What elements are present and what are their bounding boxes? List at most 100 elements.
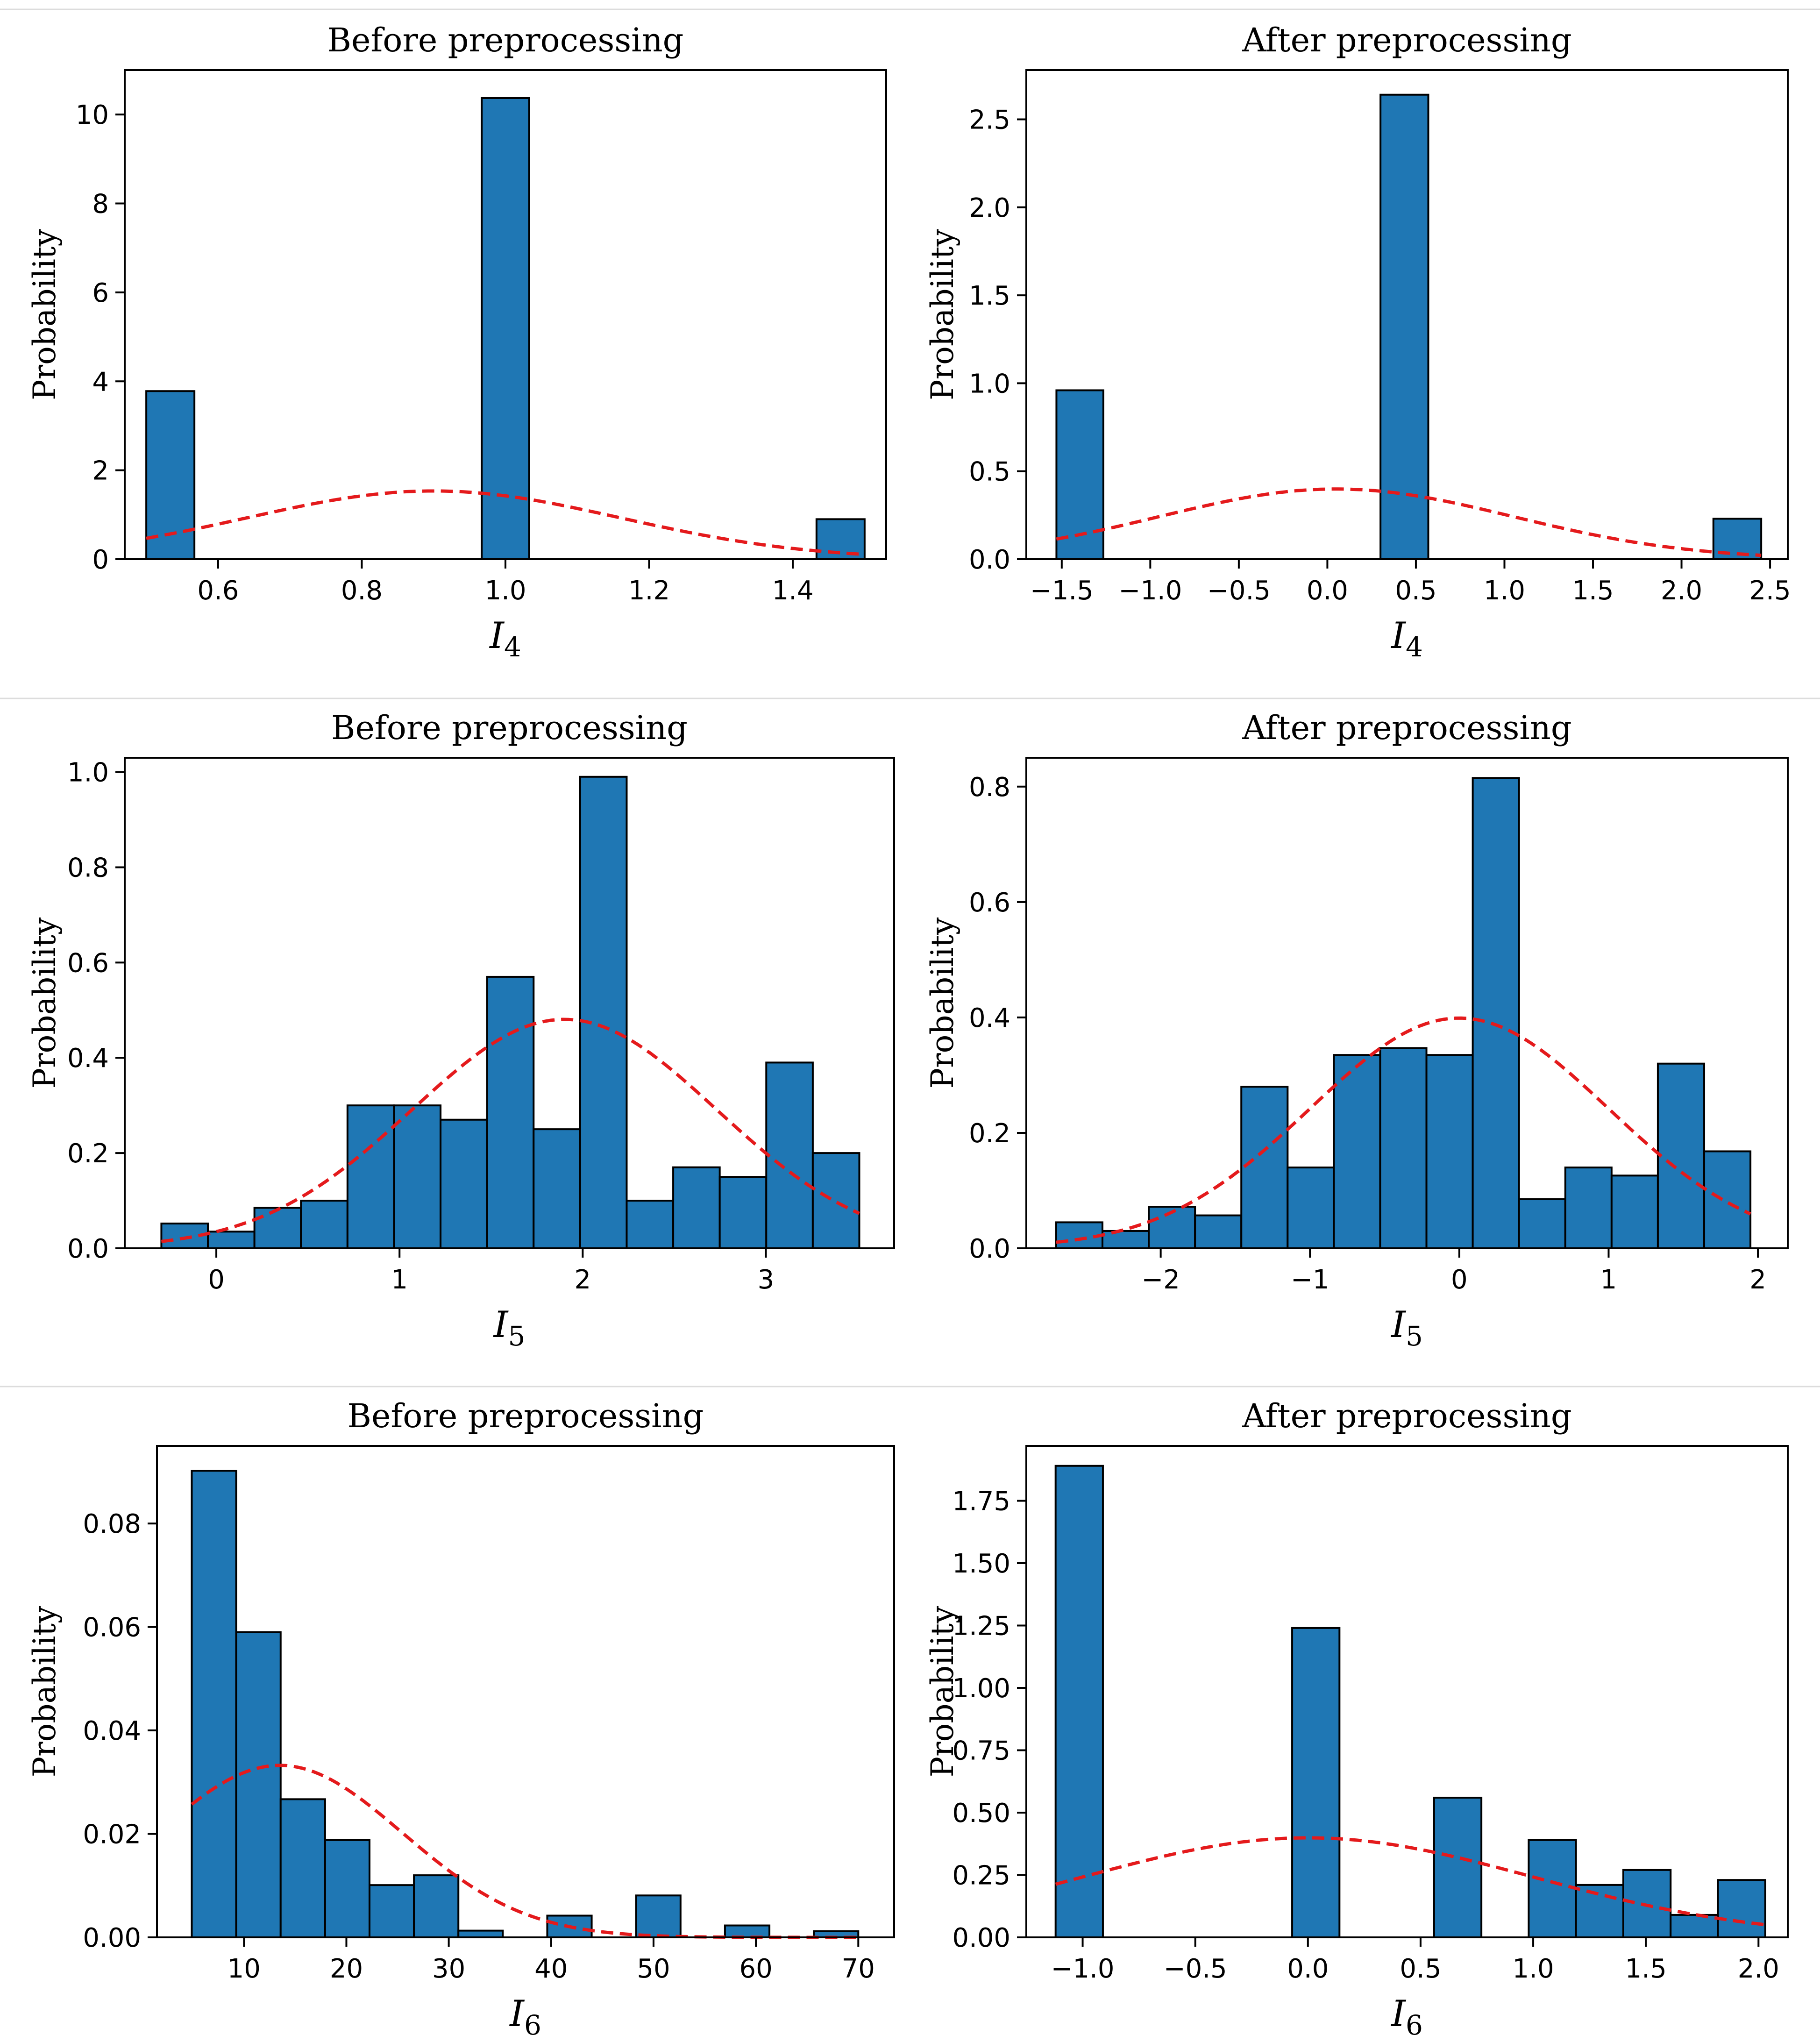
histogram-bar-13 bbox=[718, 1176, 768, 1250]
y-tick-label: 0.8 bbox=[67, 853, 109, 883]
x-tick-label: 1.0 bbox=[1484, 576, 1525, 606]
x-tick-label: 2 bbox=[1749, 1265, 1766, 1295]
histogram-bar-12 bbox=[1575, 1884, 1624, 1939]
x-tick-label: 0.5 bbox=[1400, 1954, 1441, 1984]
x-tick-label: −0.5 bbox=[1164, 1954, 1227, 1984]
x-tick-label: −2 bbox=[1141, 1265, 1180, 1295]
histogram-bar-4 bbox=[300, 1200, 348, 1250]
histogram-bar-2 bbox=[1102, 1230, 1150, 1249]
histogram-bar-15 bbox=[811, 1152, 860, 1249]
plot-frame bbox=[156, 1445, 895, 1938]
histogram-bar-1 bbox=[191, 1470, 237, 1938]
histogram-bar-2 bbox=[207, 1231, 256, 1249]
plot-frame bbox=[124, 757, 895, 1249]
histogram-bar-11 bbox=[1518, 1198, 1566, 1249]
y-tick-label: 10 bbox=[76, 100, 109, 130]
histogram-bar-14 bbox=[765, 1061, 814, 1250]
normal-fit-curve bbox=[146, 489, 865, 556]
x-tick-label: 2.5 bbox=[1749, 576, 1791, 606]
histogram-bar-4 bbox=[1194, 1214, 1243, 1249]
x-tick-label: 1.5 bbox=[1572, 576, 1614, 606]
histogram-bar-9 bbox=[533, 1128, 581, 1250]
x-tick-label: 40 bbox=[534, 1954, 568, 1984]
x-axis-label: I6 bbox=[509, 1993, 541, 2035]
x-tick-label: 30 bbox=[432, 1954, 465, 1984]
histogram-bar-7 bbox=[457, 1929, 504, 1938]
y-tick-label: 1.0 bbox=[67, 758, 109, 788]
y-tick-label: 0.75 bbox=[952, 1736, 1010, 1766]
x-tick-label: 50 bbox=[637, 1954, 670, 1984]
x-tick-label: 0.0 bbox=[1287, 1954, 1329, 1984]
histogram-bar-14 bbox=[1670, 1914, 1719, 1938]
y-axis-label: Probability bbox=[924, 917, 960, 1089]
x-tick-label: 1 bbox=[391, 1265, 408, 1295]
x-tick-label: 2.0 bbox=[1738, 1954, 1779, 1984]
histogram-bar-3 bbox=[253, 1207, 302, 1250]
y-tick-label: 1.75 bbox=[952, 1486, 1010, 1516]
y-tick-label: 2.0 bbox=[969, 193, 1010, 223]
histogram-bar-2 bbox=[1379, 93, 1429, 560]
y-tick-label: 1.0 bbox=[969, 369, 1010, 399]
chart-title: After preprocessing bbox=[1242, 1397, 1571, 1435]
x-axis-label: I4 bbox=[489, 615, 521, 663]
histogram-bar-10 bbox=[579, 776, 628, 1250]
histogram-bar-15 bbox=[1703, 1150, 1752, 1250]
y-tick-label: 6 bbox=[92, 278, 109, 308]
histogram-bar-7 bbox=[1333, 1054, 1381, 1250]
y-tick-label: 1.5 bbox=[969, 281, 1010, 311]
y-tick-label: 1.25 bbox=[952, 1611, 1010, 1641]
x-tick-label: 0 bbox=[1451, 1265, 1468, 1295]
x-tick-label: 60 bbox=[739, 1954, 772, 1984]
x-tick-label: 1.2 bbox=[628, 576, 670, 606]
x-axis-label: I6 bbox=[1390, 1993, 1423, 2035]
histogram-bar-6 bbox=[413, 1874, 460, 1938]
y-tick-label: 0.6 bbox=[969, 888, 1010, 918]
x-tick-label: −1.0 bbox=[1051, 1954, 1115, 1984]
y-tick-label: 2.5 bbox=[969, 105, 1010, 135]
y-tick-label: 0.6 bbox=[67, 948, 109, 978]
plot-frame bbox=[1025, 69, 1789, 560]
x-tick-label: 0.5 bbox=[1395, 576, 1436, 606]
x-axis-label: I4 bbox=[1390, 615, 1423, 663]
histogram-bar-9 bbox=[1425, 1054, 1474, 1250]
histogram-bar-13 bbox=[724, 1924, 771, 1939]
x-tick-label: 70 bbox=[842, 1954, 875, 1984]
y-tick-label: 0.06 bbox=[83, 1613, 141, 1643]
y-tick-label: 0.8 bbox=[969, 772, 1010, 803]
x-axis-label: I5 bbox=[493, 1304, 526, 1352]
y-axis-label: Probability bbox=[924, 1606, 960, 1777]
histogram-bar-6 bbox=[393, 1104, 442, 1250]
x-tick-label: 1.0 bbox=[484, 576, 526, 606]
y-tick-label: 0.2 bbox=[67, 1138, 109, 1169]
histogram-bar-6 bbox=[1287, 1167, 1335, 1250]
histogram-bar-7 bbox=[440, 1118, 488, 1250]
y-tick-label: 0.25 bbox=[952, 1860, 1010, 1891]
chart-title: Before preprocessing bbox=[348, 1397, 704, 1435]
y-tick-label: 1.00 bbox=[952, 1673, 1010, 1704]
x-tick-label: 1.5 bbox=[1625, 1954, 1667, 1984]
chart-row2-left: 0 1 2 3 0.0 0.2 0.4 0.6 0.8 1.0 Before preprocessi… bbox=[27, 709, 895, 1352]
chart-row3-right: −1.0 −0.5 0.0 0.5 1.0 1.5 2.0 0.00 0.25 0.50 0.75 1… bbox=[924, 1397, 1789, 2035]
histogram-bar-1 bbox=[1055, 389, 1104, 560]
y-tick-label: 0.00 bbox=[83, 1923, 141, 1953]
y-axis-label: Probability bbox=[924, 228, 960, 400]
normal-fit-curve bbox=[1056, 1016, 1751, 1244]
histogram-bar-11 bbox=[626, 1200, 675, 1250]
histogram-bar-4 bbox=[324, 1839, 370, 1938]
x-tick-label: 0.8 bbox=[341, 576, 383, 606]
histogram-bar-14 bbox=[1656, 1062, 1706, 1249]
y-tick-label: 1.50 bbox=[952, 1549, 1010, 1579]
chart-row1-left: 0.6 0.8 1.0 1.2 1.4 0 2 4 6 8 10 Before preprocessi… bbox=[27, 21, 887, 663]
normal-fit-curve bbox=[161, 1018, 860, 1243]
histogram-bar-9 bbox=[1433, 1796, 1483, 1939]
y-tick-label: 0.50 bbox=[952, 1798, 1010, 1829]
histogram-bar-15 bbox=[1717, 1879, 1766, 1939]
x-tick-label: 20 bbox=[330, 1954, 363, 1984]
y-tick-label: 2 bbox=[92, 456, 109, 486]
x-tick-label: 3 bbox=[758, 1265, 775, 1295]
y-tick-label: 0.0 bbox=[969, 1234, 1010, 1264]
histogram-bar-11 bbox=[1528, 1839, 1577, 1939]
histogram-bar-8 bbox=[486, 975, 535, 1250]
y-tick-label: 0 bbox=[92, 545, 109, 575]
y-tick-label: 0.04 bbox=[83, 1716, 141, 1746]
